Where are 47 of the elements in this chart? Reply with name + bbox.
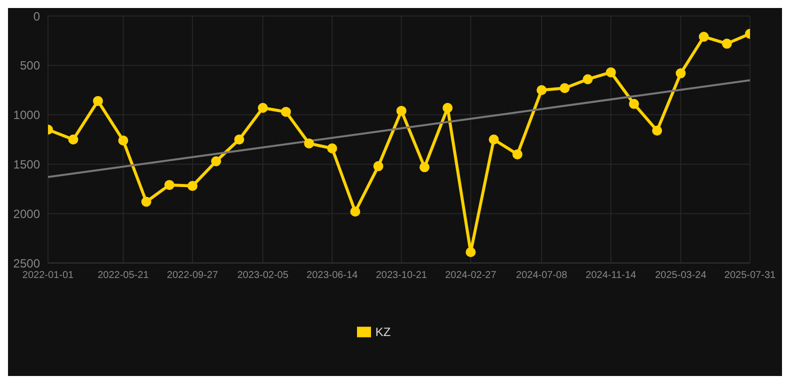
- point: [164, 180, 174, 190]
- point: [676, 68, 686, 78]
- x-tick-label: 2022-09-27: [166, 270, 218, 282]
- point: [234, 134, 244, 144]
- y-tick-label: 500: [20, 58, 40, 73]
- point: [211, 156, 222, 166]
- y-tick-label: 1000: [13, 108, 40, 122]
- point: [466, 247, 476, 258]
- point: [373, 161, 384, 172]
- legend-label: KZ: [375, 325, 391, 339]
- point: [280, 106, 291, 117]
- point: [141, 196, 152, 207]
- point: [722, 38, 732, 49]
- point: [488, 134, 499, 144]
- point: [118, 135, 128, 146]
- y-tick-label: 0: [33, 9, 40, 24]
- point: [68, 134, 78, 144]
- point: [512, 149, 522, 160]
- point: [582, 74, 593, 84]
- y-tick-label: 1500: [13, 157, 40, 172]
- point: [350, 206, 360, 217]
- y-tick-label: 2500: [13, 256, 40, 270]
- point: [92, 96, 103, 106]
- point: [560, 83, 570, 94]
- x-tick-label: 2024-07-08: [516, 270, 568, 282]
- x-tick-label: 2024-02-27: [445, 270, 497, 282]
- x-tick-label: 2023-10-21: [376, 270, 428, 282]
- point: [258, 102, 268, 113]
- point: [698, 32, 709, 42]
- point: [396, 106, 406, 116]
- point: [420, 162, 430, 172]
- x-tick-label: 2024-11-14: [586, 270, 637, 282]
- point: [606, 67, 616, 78]
- x-tick-label: 2022-05-21: [98, 270, 150, 282]
- point: [187, 180, 198, 191]
- y-tick-label: 2000: [13, 206, 40, 221]
- point: [327, 143, 338, 154]
- point: [536, 85, 547, 96]
- point: [628, 98, 639, 109]
- x-tick-label: 2025-07-31: [724, 270, 776, 282]
- x-tick-label: 2025-03-24: [655, 270, 707, 282]
- point: [652, 126, 662, 136]
- point: [304, 138, 314, 148]
- x-tick-label: 2023-02-05: [237, 270, 289, 282]
- x-tick-label: 2023-06-14: [306, 270, 358, 282]
- point: [442, 102, 453, 113]
- x-tick-label: 2022-01-01: [22, 270, 74, 282]
